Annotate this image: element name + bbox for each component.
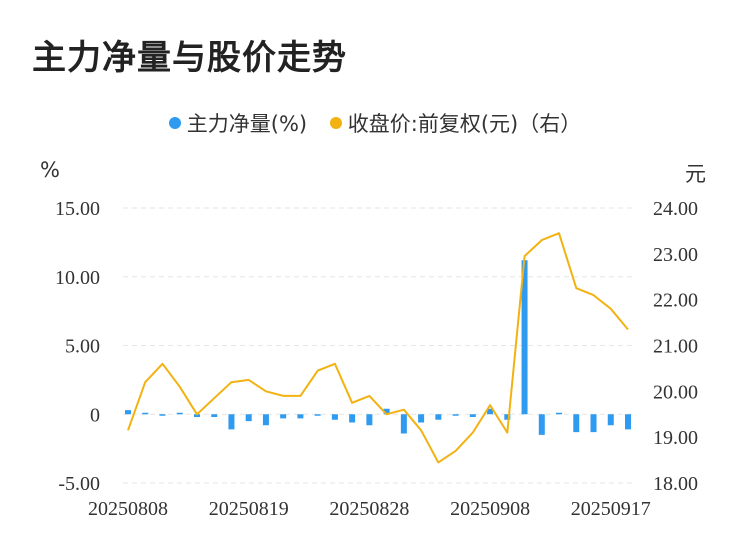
bar xyxy=(556,412,563,415)
bar xyxy=(435,414,442,420)
bar xyxy=(262,414,269,426)
legend-item-close-price[interactable]: 收盘价:前复权(元)（右） xyxy=(329,108,582,138)
x-tick-label: 20250908 xyxy=(450,498,530,520)
bar xyxy=(211,414,218,417)
y-left-tick-label: 0 xyxy=(90,404,100,426)
bar xyxy=(418,414,425,423)
line-layer xyxy=(127,232,629,464)
bar xyxy=(159,414,166,416)
bar xyxy=(176,412,183,415)
bar xyxy=(331,414,338,420)
left-axis-unit: % xyxy=(40,158,60,182)
bar xyxy=(280,414,287,419)
legend-dot-net-volume xyxy=(168,117,181,129)
x-tick-label: 20250819 xyxy=(209,498,289,520)
y-left-tick-label: -5.00 xyxy=(58,473,100,495)
x-tick-label: 20250828 xyxy=(329,498,409,520)
bar xyxy=(314,414,321,416)
bar xyxy=(297,414,304,419)
x-tick-label: 20250917 xyxy=(571,498,651,520)
bar xyxy=(607,414,614,426)
y-left-tick-label: 15.00 xyxy=(55,198,100,220)
bar xyxy=(590,414,597,433)
legend-label-net-volume: 主力净量(%) xyxy=(186,112,308,136)
y-left-tick-label: 10.00 xyxy=(55,267,100,289)
bar xyxy=(349,414,356,423)
y-right-tick-label: 23.00 xyxy=(653,244,698,266)
bar xyxy=(142,412,149,415)
y-right-tick-label: 20.00 xyxy=(653,381,698,403)
legend-label-close-price: 收盘价:前复权(元)（右） xyxy=(347,112,582,136)
x-tick-label: 20250808 xyxy=(88,498,168,520)
bar xyxy=(193,414,200,417)
axis-layer: 15.00 10.00 5.00 0 -5.00 24.00 23.00 22.00 21.00… xyxy=(55,198,698,520)
bar xyxy=(228,414,235,430)
y-right-tick-label: 19.00 xyxy=(653,427,698,449)
y-left-tick-label: 5.00 xyxy=(65,336,100,358)
bar xyxy=(400,414,407,434)
legend-dot-close-price xyxy=(329,117,342,129)
bar xyxy=(625,414,631,430)
price-line xyxy=(127,232,629,464)
right-axis-unit: 元 xyxy=(685,162,706,186)
y-right-tick-label: 18.00 xyxy=(653,473,698,495)
y-right-tick-label: 24.00 xyxy=(653,198,698,220)
chart-title: 主力净量与股价走势 xyxy=(32,38,347,78)
bar xyxy=(521,260,528,415)
bar-layer xyxy=(125,260,631,435)
chart-legend: 主力净量(%) 收盘价:前复权(元)（右） xyxy=(0,108,750,138)
grid-layer xyxy=(123,207,636,484)
bar xyxy=(469,414,476,417)
bar xyxy=(487,408,494,415)
bar xyxy=(366,414,373,426)
y-right-tick-label: 22.00 xyxy=(653,290,698,312)
bar xyxy=(538,414,545,435)
bar xyxy=(383,408,390,415)
bar xyxy=(245,414,252,422)
bar xyxy=(125,410,131,415)
bar xyxy=(452,414,459,416)
y-right-tick-label: 21.00 xyxy=(653,336,698,358)
legend-item-net-volume[interactable]: 主力净量(%) xyxy=(168,108,308,138)
bar xyxy=(573,414,580,433)
bar xyxy=(504,414,511,420)
